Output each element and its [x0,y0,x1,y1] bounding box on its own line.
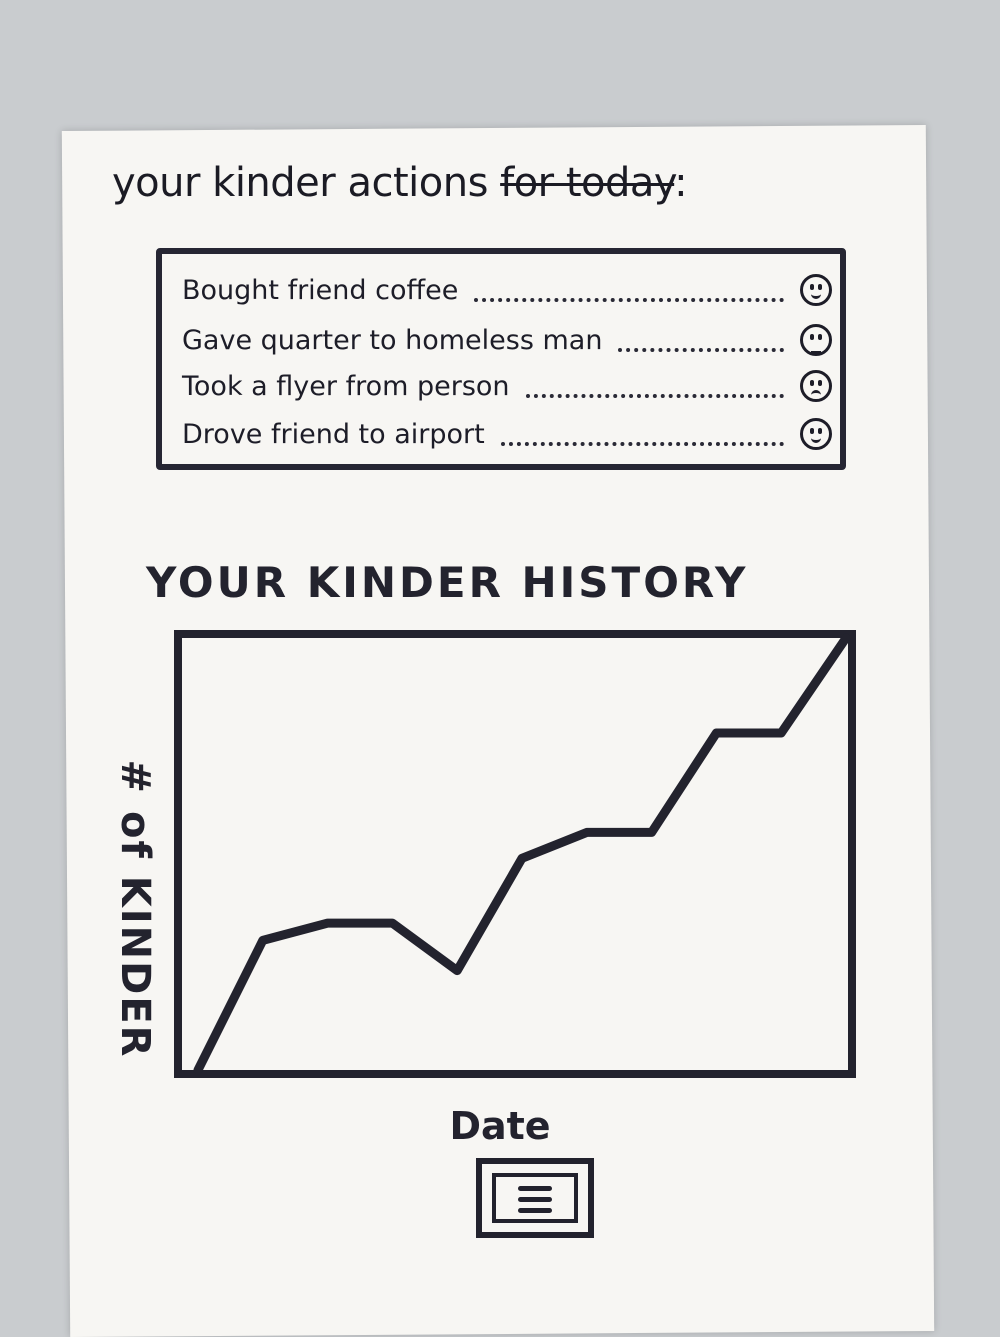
x-axis-label: Date [449,1104,551,1148]
sad-face-icon [800,370,832,402]
page-title: your kinder actions for today: [112,160,812,206]
action-label: Took a flyer from person [182,370,510,402]
page-title-prefix: your kinder actions [112,160,501,206]
dotted-leader [474,298,784,302]
series-line [193,633,851,1075]
chart-title: YOUR KINDER HISTORY [146,558,749,607]
happy-face-icon [800,418,832,450]
dotted-leader [525,394,784,398]
kinder-actions-list: Bought friend coffee Gave quarter to hom… [156,248,846,470]
chart-frame [174,630,856,1078]
action-item[interactable]: Took a flyer from person [182,364,832,408]
menu-button[interactable] [476,1158,594,1238]
page-title-struck: for today [500,160,675,206]
action-item[interactable]: Bought friend coffee [182,268,832,312]
y-axis-label-text: # of KINDER [112,759,158,1059]
hamburger-menu-icon [492,1173,578,1223]
neutral-face-icon [800,324,832,356]
action-label: Bought friend coffee [182,274,459,306]
action-item[interactable]: Drove friend to airport [182,412,832,456]
action-label: Drove friend to airport [182,418,485,450]
dotted-leader [618,348,784,352]
action-label: Gave quarter to homeless man [182,324,603,356]
happy-face-icon [800,274,832,306]
page-title-suffix: : [674,160,688,206]
dotted-leader [500,442,784,446]
action-item[interactable]: Gave quarter to homeless man [182,318,832,362]
